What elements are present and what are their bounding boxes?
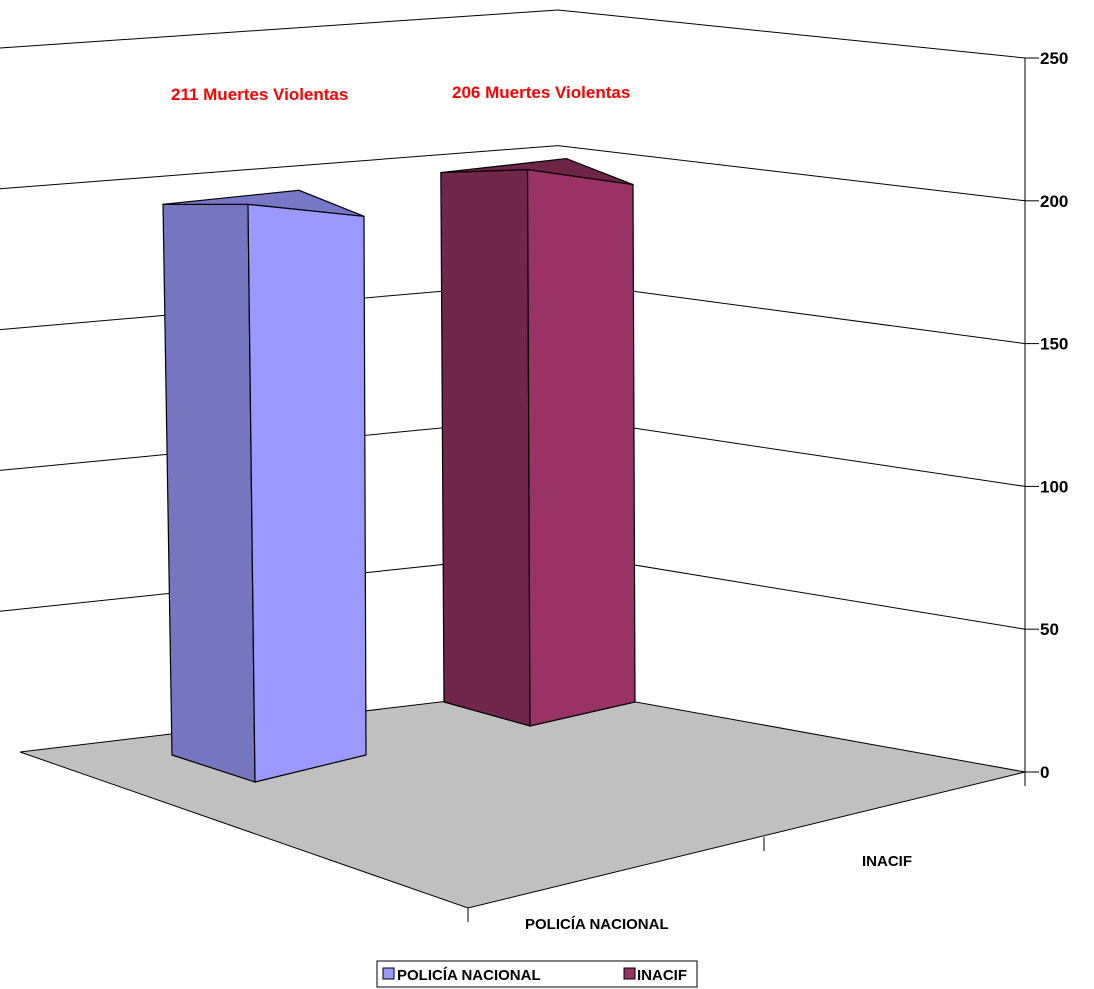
legend-box: [376, 960, 698, 988]
legend-swatch-inacif: [623, 967, 636, 980]
gridline-250: [0, 9, 1026, 59]
bar-face-right-1: [526, 168, 636, 727]
bar-face-left-0: [162, 203, 256, 783]
value-tick-label-250: 250: [1040, 49, 1068, 68]
category-label-policia-nacional: POLICÍA NACIONAL: [525, 916, 669, 933]
bar-face-left-1: [440, 168, 531, 727]
value-tick-label-200: 200: [1040, 192, 1068, 211]
value-tick-label-150: 150: [1040, 335, 1068, 354]
value-tick-label-100: 100: [1040, 477, 1068, 496]
value-tick-label-50: 50: [1040, 620, 1059, 639]
value-axis-ticks: 0 50 100 150 200 250: [1025, 49, 1068, 782]
category-label-inacif: INACIF: [862, 853, 912, 870]
bar-face-top-0: [162, 189, 365, 217]
gridline-200: [0, 145, 1026, 202]
data-label-1: 206 Muertes Violentas: [452, 83, 630, 102]
bar-0: [162, 189, 367, 783]
data-label-0: 211 Muertes Violentas: [171, 85, 348, 104]
legend-swatch-policia-nacional: [382, 967, 395, 980]
bar-1: [440, 157, 636, 727]
legend-label-inacif: INACIF: [637, 967, 687, 984]
bar-face-top-1: [440, 157, 634, 186]
value-tick-label-0: 0: [1040, 763, 1049, 782]
bars: [162, 157, 636, 783]
right-wall: [558, 10, 1025, 772]
legend-label-policia-nacional: POLICÍA NACIONAL: [397, 967, 541, 984]
legend: POLICÍA NACIONAL INACIF: [376, 960, 698, 988]
bar-face-right-0: [247, 203, 367, 783]
